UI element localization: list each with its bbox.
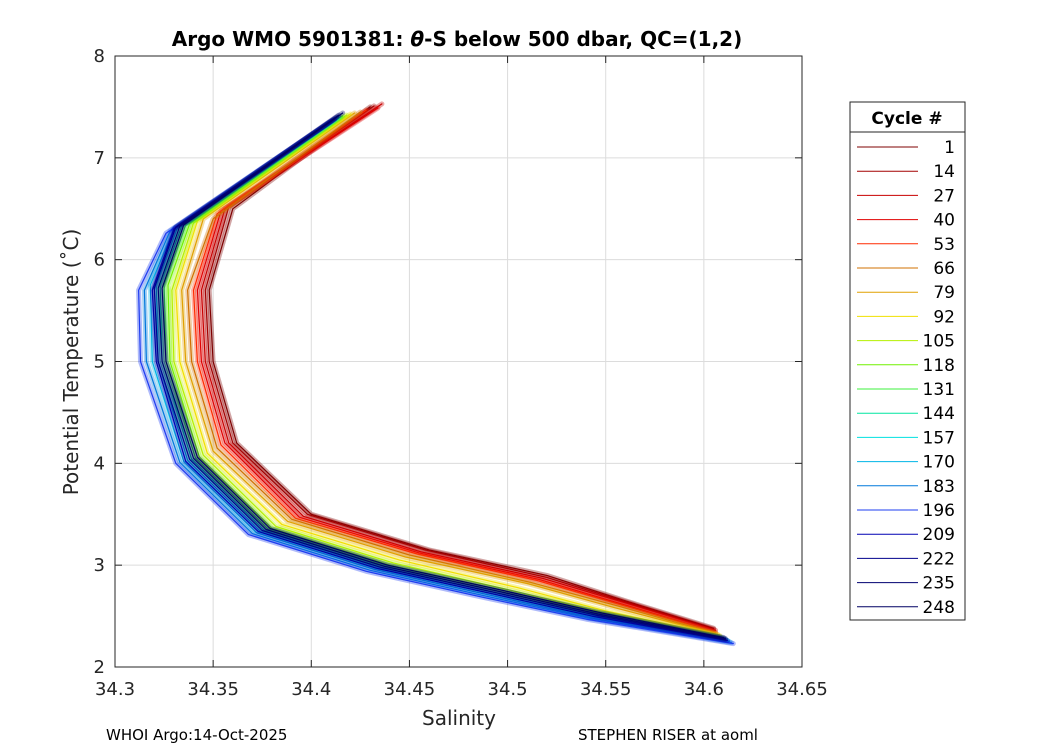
series-cycle-79 — [179, 110, 721, 637]
series-line — [153, 116, 727, 641]
legend-label: 40 — [933, 211, 955, 231]
x-tick-label: 34.3 — [95, 679, 135, 700]
series-cycle-92 — [173, 111, 723, 638]
axis-ticks: 34.3 34.35 34.4 34.45 34.5 34.55 34.6 34.65 2 3 4 5… — [94, 46, 828, 700]
series-cycle-105 — [169, 112, 723, 639]
series-line — [192, 109, 717, 634]
series-line — [171, 114, 721, 638]
legend-label: 79 — [933, 283, 955, 303]
legend-label: 131 — [923, 380, 955, 400]
series-cycle-170 — [147, 116, 732, 644]
series-cycle-14 — [202, 103, 717, 632]
chart-title-theta: θ — [410, 27, 424, 51]
series-line — [181, 112, 719, 636]
legend-label: 170 — [923, 453, 955, 473]
y-tick-label: 5 — [94, 352, 105, 373]
series-cycle-209 — [149, 116, 730, 643]
series-layer — [136, 101, 736, 647]
series-cycle-27 — [198, 101, 719, 633]
x-tick-label: 34.65 — [776, 679, 828, 700]
legend-label: 222 — [923, 549, 955, 569]
series-line — [143, 119, 732, 644]
series-line — [175, 113, 721, 637]
series-cycle-40 — [194, 105, 717, 634]
x-tick-label: 34.35 — [187, 679, 239, 700]
legend-label: 27 — [933, 186, 955, 206]
series-line — [151, 118, 729, 642]
legend-label: 183 — [923, 477, 955, 497]
y-tick-label: 8 — [94, 46, 105, 67]
chart-title-suffix: -S below 500 dbar, QC=(1,2) — [424, 27, 742, 51]
x-tick-label: 34.55 — [580, 679, 632, 700]
legend-title: Cycle # — [871, 109, 942, 129]
legend-label: 235 — [923, 574, 955, 594]
series-line — [196, 107, 715, 633]
legend-label: 118 — [923, 356, 955, 376]
series-line — [200, 103, 717, 631]
footer-author: STEPHEN RISER at aoml — [578, 726, 758, 744]
series-line — [187, 111, 717, 635]
legend-label: 14 — [933, 162, 955, 182]
y-tick-label: 2 — [94, 657, 105, 678]
series-cycle-183 — [141, 117, 734, 646]
series-line — [138, 120, 734, 645]
series-cycle-66 — [185, 109, 719, 636]
series-cycle-222 — [151, 114, 728, 642]
legend-label: 157 — [923, 428, 955, 448]
series-cycle-1 — [206, 104, 717, 631]
chart-title: Argo WMO 5901381: θ-S below 500 dbar, QC… — [172, 27, 742, 51]
legend-label: 1 — [944, 138, 955, 158]
series-line — [204, 105, 715, 630]
x-tick-label: 34.6 — [684, 679, 724, 700]
legend-label: 248 — [923, 598, 955, 618]
y-tick-label: 7 — [94, 148, 105, 169]
y-tick-label: 6 — [94, 250, 105, 271]
series-line — [157, 114, 727, 640]
series-line — [149, 118, 731, 643]
x-tick-label: 34.5 — [488, 679, 528, 700]
legend-label: 66 — [933, 259, 955, 279]
x-axis-label: Salinity — [422, 706, 496, 730]
y-axis-label: Potential Temperature (˚C) — [59, 229, 83, 496]
x-tick-label: 34.45 — [384, 679, 436, 700]
legend-label: 53 — [933, 235, 955, 255]
series-cycle-248 — [159, 110, 726, 640]
series-cycle-53 — [191, 107, 719, 635]
legend-label: 209 — [923, 525, 955, 545]
series-cycle-196 — [136, 118, 736, 647]
legend-box — [849, 101, 966, 621]
series-line — [161, 112, 725, 639]
chart-title-prefix: Argo WMO 5901381: — [172, 27, 411, 51]
footer-credit: WHOI Argo:14-Oct-2025 — [106, 726, 288, 744]
legend-label: 92 — [933, 307, 955, 327]
series-cycle-235 — [155, 112, 728, 641]
legend-label: 144 — [923, 404, 955, 424]
y-tick-label: 4 — [94, 453, 105, 474]
y-tick-label: 3 — [94, 555, 105, 576]
series-line — [208, 106, 715, 629]
legend-items: 1 14 27 40 53 66 79 92 105 118 131 144 157 170 183 196 2… — [857, 138, 955, 618]
legend: Cycle # 1 14 27 40 53 66 79 92 105 118 131 144 157 17… — [849, 101, 966, 621]
x-tick-label: 34.4 — [291, 679, 331, 700]
legend-label: 196 — [923, 501, 955, 521]
legend-label: 105 — [923, 332, 955, 352]
